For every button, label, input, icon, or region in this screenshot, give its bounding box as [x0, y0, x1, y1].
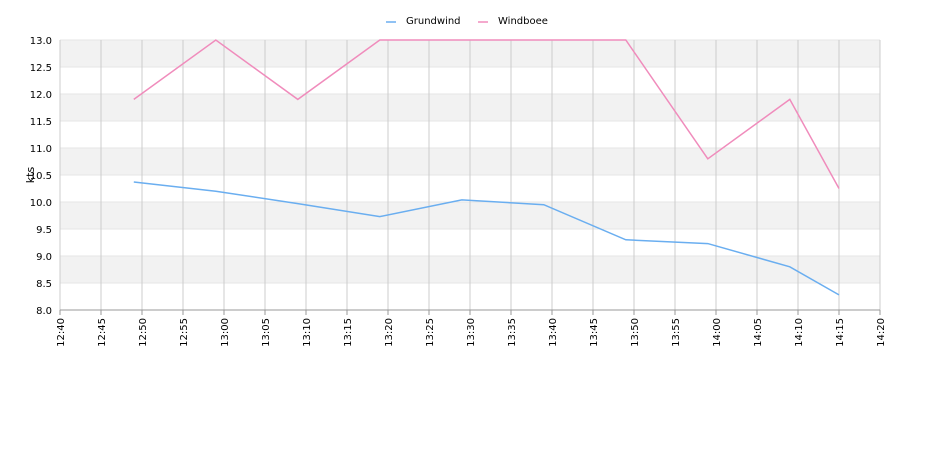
line: [133, 181, 840, 296]
y-tick-label: 11.5: [30, 117, 52, 128]
y-tick-label: 12.0: [30, 90, 52, 101]
x-tick-label: 13:35: [507, 318, 518, 347]
x-tick-label: 12:40: [56, 318, 67, 347]
y-tick-label: 11.0: [30, 144, 52, 155]
x-tick-label: 13:10: [302, 318, 313, 347]
y-tick-label: 10.0: [30, 198, 52, 209]
x-tick-label: 13:00: [220, 318, 231, 347]
y-tick-label: 8.0: [36, 306, 52, 317]
y-tick-label: 12.5: [30, 63, 52, 74]
legend-label: Grundwind: [406, 16, 461, 27]
x-tick-label: 14:20: [876, 318, 887, 347]
x-tick-label: 13:45: [589, 318, 600, 347]
x-tick-label: 13:25: [425, 318, 436, 347]
x-tick-label: 13:50: [630, 318, 641, 347]
x-tick-label: 14:00: [712, 318, 723, 347]
line: [133, 39, 840, 189]
x-tick-label: 14:15: [835, 318, 846, 347]
y-tick-label: 9.5: [36, 225, 52, 236]
x-tick-label: 13:55: [671, 318, 682, 347]
x-tick-label: 12:45: [97, 318, 108, 347]
x-tick-label: 13:20: [384, 318, 395, 347]
y-tick-label: 9.0: [36, 252, 52, 263]
x-tick-label: 13:30: [466, 318, 477, 347]
y-axis-label: kts: [24, 167, 37, 184]
x-tick-label: 12:55: [179, 318, 190, 347]
legend-label: Windboee: [498, 16, 548, 27]
y-tick-label: 10.5: [30, 171, 52, 182]
x-tick-label: 13:40: [548, 318, 559, 347]
x-tick-label: 13:05: [261, 318, 272, 347]
y-tick-label: 8.5: [36, 279, 52, 290]
x-tick-label: 14:05: [753, 318, 764, 347]
x-tick-label: 14:10: [794, 318, 805, 347]
x-tick-label: 13:15: [343, 318, 354, 347]
x-tick-label: 12:50: [138, 318, 149, 347]
y-tick-label: 13.0: [30, 36, 52, 47]
